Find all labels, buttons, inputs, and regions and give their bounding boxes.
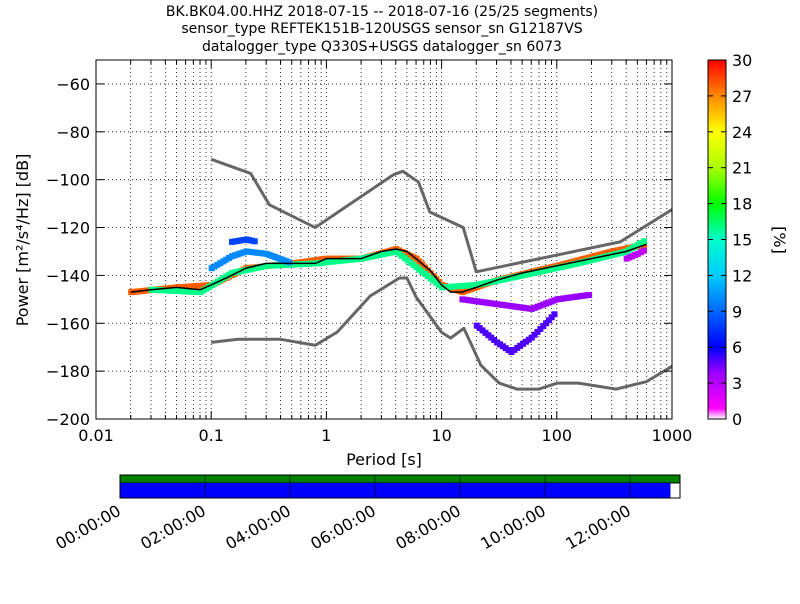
colorbar-tick-label: 9 — [732, 302, 742, 321]
pdf-cell — [586, 291, 593, 298]
data-coverage-bar — [119, 474, 681, 499]
timeline-tick-label: 04:00:00 — [222, 501, 294, 553]
x-tick-label: 1 — [321, 426, 331, 445]
chart-title-line-3: datalogger_type Q330S+USGS datalogger_sn… — [202, 39, 562, 55]
pdf-density-bands — [128, 236, 648, 355]
colorbar-tick-label: 12 — [732, 266, 752, 285]
colorbar-ticks: 0 3 6 9 12 15 18 21 24 27 30 — [708, 51, 752, 429]
pdf-cell — [551, 311, 558, 318]
y-tick-label: −140 — [46, 266, 90, 285]
y-tick-label: −180 — [46, 362, 90, 381]
y-tick-label: −60 — [56, 75, 90, 94]
low-noise-model — [211, 276, 673, 391]
high-noise-model — [210, 157, 673, 274]
y-tick-label: −160 — [46, 314, 90, 333]
x-tick-label: 0.01 — [78, 426, 114, 445]
plot-frame — [95, 59, 673, 420]
x-axis-label: Period [s] — [346, 450, 422, 469]
colorbar-tick-label: 18 — [732, 195, 752, 214]
y-tick-label: −100 — [46, 171, 90, 190]
noise-models — [210, 157, 673, 391]
pdf-cell — [637, 249, 644, 256]
pdf-cell — [640, 247, 647, 254]
y-tick-label: −120 — [46, 219, 90, 238]
y-axis-label: Power [m²/s⁴/Hz] [dB] — [13, 154, 32, 327]
colorbar-tick-label: 24 — [732, 123, 752, 142]
x-tick-label: 100 — [542, 426, 573, 445]
colorbar-tick-label: 15 — [732, 231, 752, 250]
y-tick-label: −200 — [46, 410, 90, 429]
x-tick-label: 0.1 — [198, 426, 223, 445]
timeline-tick-label: 10:00:00 — [477, 501, 549, 553]
timeline-tick-label: 06:00:00 — [307, 501, 379, 553]
colorbar-tick-label: 30 — [732, 51, 752, 70]
y-tick-label: −80 — [56, 123, 90, 142]
x-axis-ticks: 0.01 0.1 1 10 100 1000 — [78, 60, 692, 445]
mode-curve — [130, 243, 647, 293]
colorbar-tick-label: 21 — [732, 159, 752, 178]
colorbar-tick-label: 0 — [732, 410, 742, 429]
timeline-tick-label: 08:00:00 — [392, 501, 464, 553]
coverage-gap-track — [120, 475, 680, 483]
chart-title-line-2: sensor_type REFTEK151B-120USGS sensor_sn… — [181, 21, 582, 37]
y-axis-ticks: −200 −180 −160 −140 −120 −100 −80 −60 — [46, 75, 672, 429]
x-tick-label: 1000 — [652, 426, 693, 445]
timeline-tick-label: 12:00:00 — [562, 501, 634, 553]
chart-title-line-1: BK.BK04.00.HHZ 2018-07-15 -- 2018-07-16 … — [166, 4, 598, 20]
colorbar-tick-label: 6 — [732, 338, 742, 357]
colorbar-label: [%] — [770, 226, 789, 254]
pdf-cell — [286, 259, 293, 266]
coverage-data-fill — [120, 483, 671, 498]
pdf-cell — [634, 250, 641, 257]
plot-area — [96, 60, 672, 419]
timeline-tick-label: 00:00:00 — [52, 501, 124, 553]
pdf-cell — [251, 238, 258, 245]
x-tick-label: 10 — [431, 426, 451, 445]
pdf-cell — [641, 238, 648, 245]
timeline-tick-label: 02:00:00 — [137, 501, 209, 553]
colorbar-tick-label: 27 — [732, 87, 752, 106]
colorbar-tick-label: 3 — [732, 374, 742, 393]
